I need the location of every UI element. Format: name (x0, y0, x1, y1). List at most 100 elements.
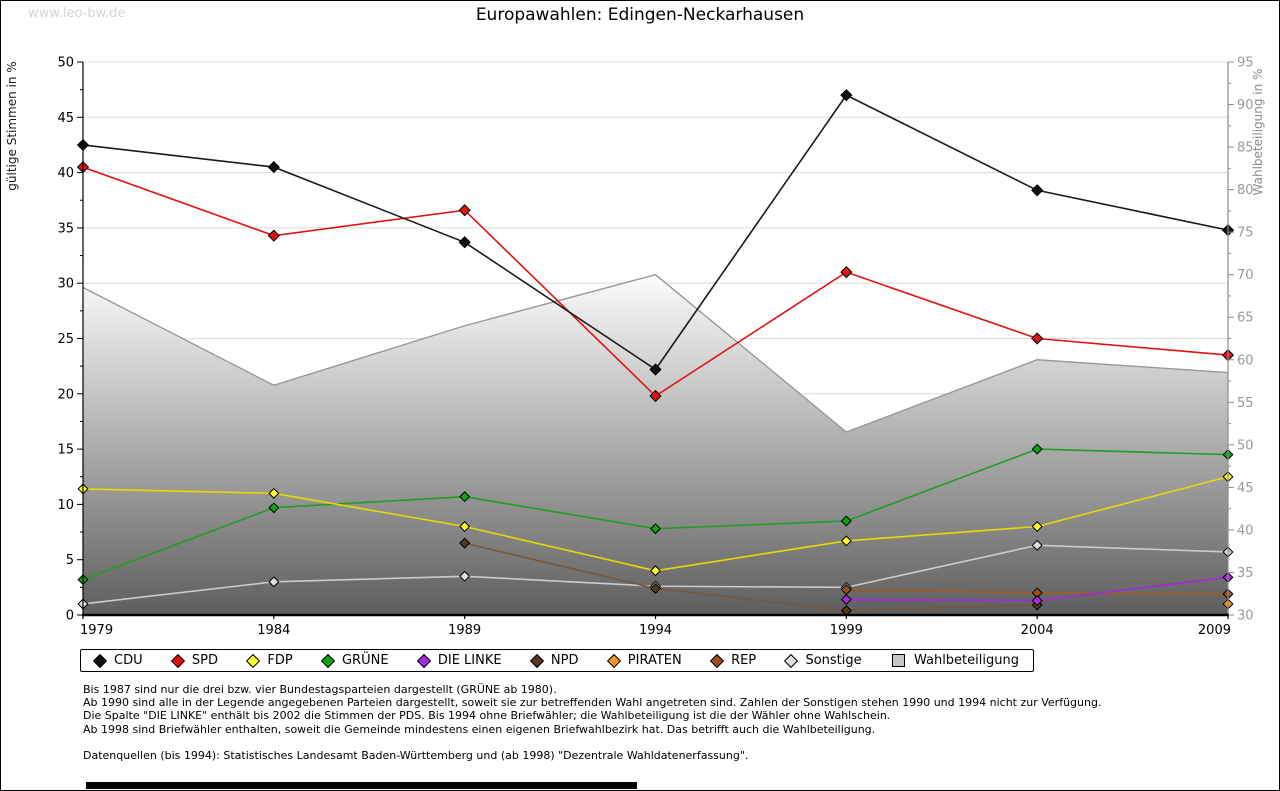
right-axis-title: Wahlbeteiligung in % (1251, 69, 1265, 196)
right-tick-label: 65 (1237, 311, 1254, 326)
right-tick-label: 50 (1237, 438, 1254, 453)
legend-item-DIE LINKE: DIE LINKE (416, 653, 502, 668)
legend-label: REP (731, 653, 757, 668)
left-axis-title: gültige Stimmen in % (5, 61, 19, 190)
left-tick-label: 0 (66, 609, 74, 624)
data-point (1031, 332, 1044, 345)
x-tick-label: 1994 (639, 623, 672, 638)
legend-label: FDP (267, 653, 293, 668)
data-point (459, 491, 471, 503)
x-tick-label: 1984 (257, 623, 290, 638)
data-point (840, 266, 853, 279)
horizontal-scrollbar[interactable] (1, 781, 1279, 790)
data-point (268, 487, 280, 499)
data-point (268, 502, 280, 514)
legend-label: SPD (191, 653, 219, 668)
data-point (459, 570, 471, 582)
legend-diamond-marker (320, 653, 336, 668)
plot-area: 0 5 10 15 20 25 30 35 40 45 50 30 35 40 45 50 55 60 65 70 75… (57, 56, 1253, 639)
legend-diamond-marker (416, 653, 431, 668)
data-point (267, 160, 280, 174)
scrollbar-thumb[interactable] (86, 782, 637, 789)
legend-item-CDU: CDU (92, 653, 143, 668)
left-tick-label: 40 (57, 166, 74, 181)
legend-diamond-marker (784, 653, 799, 668)
x-tick-label: 2009 (1198, 623, 1231, 638)
legend-diamond-marker (170, 653, 185, 668)
data-point (840, 515, 852, 527)
legend-label: CDU (114, 653, 143, 668)
data-point (649, 565, 662, 577)
legend-diamond-marker (246, 653, 261, 668)
chart-footnotes: Bis 1987 sind nur die drei bzw. vier Bun… (83, 683, 1101, 762)
legend-diamond-marker (606, 653, 621, 668)
left-tick-label: 35 (57, 221, 74, 236)
left-tick-label: 10 (57, 498, 74, 513)
data-point (649, 582, 662, 594)
data-point (459, 537, 471, 549)
right-tick-label: 35 (1237, 566, 1254, 581)
left-tick-label: 20 (57, 387, 74, 402)
data-point (840, 89, 853, 102)
left-tick-label: 30 (57, 277, 74, 292)
data-point (267, 229, 280, 242)
footnote-line: Ab 1998 sind Briefwähler enthalten, sowe… (83, 722, 876, 736)
data-point (840, 535, 852, 547)
data-point (268, 576, 280, 588)
left-tick-label: 15 (57, 443, 74, 458)
series-SPD (76, 160, 1235, 403)
right-tick-label: 75 (1237, 226, 1254, 241)
legend-diamond-marker (529, 653, 544, 668)
right-tick-label: 85 (1237, 141, 1254, 156)
site-watermark: www.leo-bw.de (28, 6, 126, 21)
left-tick-label: 45 (57, 111, 74, 126)
data-point (458, 204, 471, 217)
legend-label: NPD (550, 653, 579, 668)
right-tick-label: 40 (1237, 523, 1254, 538)
left-tick-label: 25 (57, 332, 74, 347)
series-NPD (459, 537, 1043, 617)
election-line-chart: gültige Stimmen in % Wahlbeteiligung in … (5, 56, 1265, 639)
right-tick-label: 30 (1237, 609, 1254, 624)
legend-square-marker (891, 654, 905, 667)
data-point (1031, 595, 1043, 607)
legend-label: PIRATEN (627, 653, 682, 668)
left-tick-label: 50 (57, 56, 74, 71)
data-point (840, 594, 852, 606)
data-point (649, 523, 662, 535)
legend-diamond-marker (92, 653, 108, 668)
data-point (1031, 539, 1043, 551)
legend-item-Sonstige: Sonstige (784, 653, 862, 668)
data-source-line: Datenquellen (bis 1994): Statistisches L… (83, 748, 749, 762)
legend-item-Wahlbeteiligung: Wahlbeteiligung (891, 653, 1019, 668)
footnote-line: Bis 1987 sind nur die drei bzw. vier Bun… (83, 683, 557, 696)
legend-label: DIE LINKE (437, 653, 502, 668)
left-tick-label: 5 (66, 553, 74, 568)
right-tick-label: 55 (1237, 396, 1254, 411)
legend-label: Wahlbeteiligung (913, 653, 1019, 668)
footnote-line: Die Spalte "DIE LINKE" enthält bis 2002 … (83, 709, 891, 723)
legend-item-FDP: FDP (246, 653, 293, 668)
right-tick-label: 90 (1237, 98, 1254, 113)
legend-label: Sonstige (805, 653, 862, 668)
turnout-area (83, 274, 1228, 615)
right-tick-label: 80 (1237, 183, 1254, 198)
series-REP (840, 584, 1234, 600)
legend-item-PIRATEN: PIRATEN (606, 653, 682, 668)
data-point (1031, 443, 1043, 455)
legend-item-GRÜNE: GRÜNE (320, 653, 389, 668)
data-point (649, 389, 662, 403)
data-point (459, 521, 471, 533)
right-tick-label: 45 (1237, 481, 1254, 496)
chart-legend: CDU SPD FDP GRÜNE DIE LINKE NPD PIRATEN REP Sons… (80, 649, 1034, 672)
x-tick-label: 2004 (1021, 623, 1054, 638)
turnout-line (82, 273, 1229, 433)
legend-item-REP: REP (709, 653, 757, 668)
data-point (1031, 184, 1044, 197)
data-point (649, 363, 662, 376)
right-tick-label: 70 (1237, 268, 1254, 283)
data-point (1031, 521, 1043, 533)
legend-diamond-marker (709, 653, 725, 668)
x-tick-label: 1989 (448, 623, 481, 638)
series-line (464, 542, 1038, 612)
